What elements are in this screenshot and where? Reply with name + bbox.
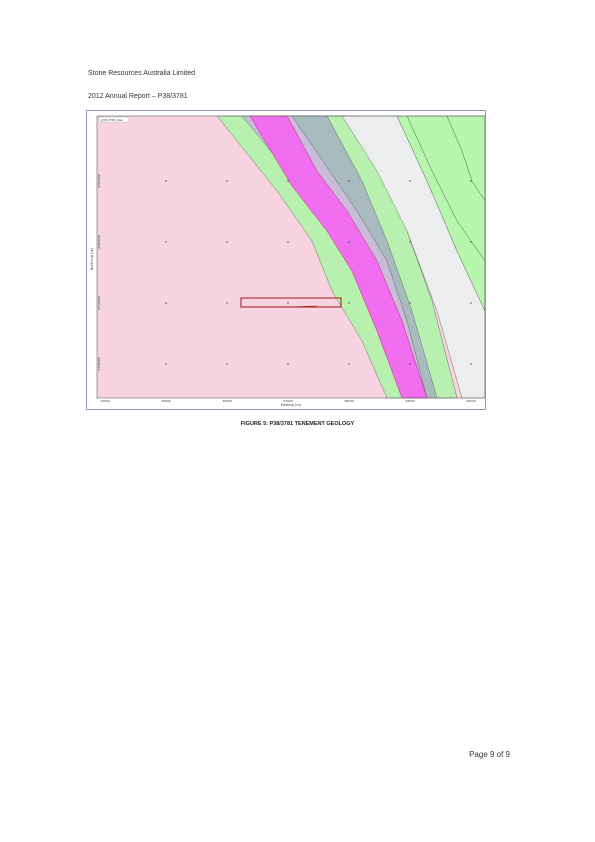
grid-cross (226, 241, 228, 243)
grid-cross (470, 363, 472, 365)
x-tick-label: 38000 (344, 399, 354, 403)
grid-cross (470, 241, 472, 243)
y-axis-label: Northing (m) (90, 247, 94, 270)
grid-cross (226, 363, 228, 365)
x-tick-label: 36000 (222, 399, 232, 403)
report-title: 2012 Annual Report – P38/3781 (88, 93, 188, 100)
map-axis-frame (96, 115, 485, 399)
grid-cross (287, 302, 289, 304)
figure-caption: FIGURE 5: P38/3781 TENEMENT GEOLOGY (240, 421, 355, 427)
x-tick-label: 39000 (405, 399, 415, 403)
map-label: p38_3781_dev (101, 118, 123, 122)
grid-cross (470, 180, 472, 182)
x-tick-label: 40000 (466, 399, 476, 403)
page-number: Page 9 of 9 (469, 750, 510, 759)
grid-cross (165, 363, 167, 365)
x-axis-ticks: 34000 35000 36000 37000 38000 39000 40000 (100, 399, 476, 403)
y-axis-ticks: 6781000 6780000 6779000 6778000 (97, 174, 101, 370)
company-name: Stone Resources Australia Limited (88, 70, 195, 77)
grid-cross (165, 241, 167, 243)
y-tick-label: 6779000 (97, 296, 101, 309)
tenement-boundary-inner (286, 305, 318, 308)
geology-map: p38_3781_dev 34000 35000 36000 37000 38000 39… (86, 110, 486, 410)
grid-cross (165, 302, 167, 304)
grid-cross (470, 302, 472, 304)
grid-cross (287, 363, 289, 365)
grid-cross (348, 363, 350, 365)
y-tick-label: 6780000 (97, 235, 101, 248)
grid-cross (348, 302, 350, 304)
grid-cross (409, 241, 411, 243)
contact-line-1 (406, 115, 485, 262)
grid-cross (165, 180, 167, 182)
contact-line-2 (446, 115, 485, 202)
x-tick-label: 34000 (100, 399, 110, 403)
grid-cross (287, 180, 289, 182)
grid-cross (226, 180, 228, 182)
grid-cross (348, 180, 350, 182)
x-axis-label: Easting (m) (281, 403, 302, 407)
x-tick-label: 37000 (283, 399, 293, 403)
grid-cross (409, 363, 411, 365)
grid-cross (226, 302, 228, 304)
y-tick-label: 6781000 (97, 174, 101, 187)
geology-map-canvas: p38_3781_dev 34000 35000 36000 37000 38000 39… (90, 115, 485, 407)
grid-crosses (165, 180, 472, 365)
grid-cross (348, 241, 350, 243)
grid-cross (409, 302, 411, 304)
x-tick-label: 35000 (161, 399, 171, 403)
y-tick-label: 6778000 (97, 357, 101, 370)
grid-cross (409, 180, 411, 182)
grid-cross (287, 241, 289, 243)
map-label-box (98, 116, 130, 123)
